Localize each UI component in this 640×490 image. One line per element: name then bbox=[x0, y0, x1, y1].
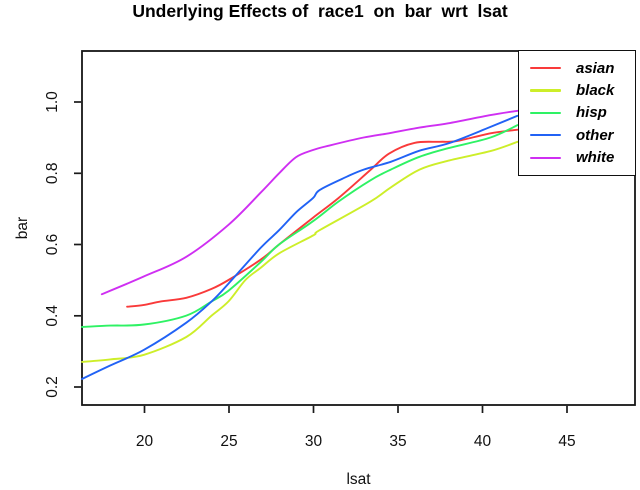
chart-title: Underlying Effects of race1 on bar wrt l… bbox=[132, 1, 508, 21]
x-tick-label: 25 bbox=[220, 433, 237, 450]
y-tick-label: 0.2 bbox=[44, 376, 61, 398]
legend-item-label: black bbox=[576, 82, 615, 100]
curve-asian bbox=[126, 128, 519, 308]
legend-line-swatch bbox=[530, 89, 561, 92]
curve-black bbox=[81, 140, 519, 363]
legend-item: hisp bbox=[519, 103, 635, 123]
curve-other bbox=[81, 114, 519, 380]
legend-item-label: other bbox=[576, 126, 614, 144]
curve-lines bbox=[81, 109, 519, 380]
legend-item-label: hisp bbox=[576, 104, 607, 122]
y-tick-label: 1.0 bbox=[44, 91, 61, 113]
y-tick-labels: 0.2 0.4 0.6 0.8 1.0 bbox=[44, 91, 61, 398]
x-axis-label: lsat bbox=[346, 471, 371, 488]
legend-line-swatch bbox=[530, 134, 561, 137]
legend-line-swatch bbox=[530, 111, 561, 115]
x-tick-labels: 20 25 30 35 40 45 bbox=[136, 433, 576, 450]
y-axis-ticks bbox=[74, 101, 82, 388]
legend-item: black bbox=[519, 81, 635, 101]
y-tick-label: 0.6 bbox=[44, 234, 61, 256]
legend-item: asian bbox=[519, 58, 635, 78]
legend-line-swatch bbox=[530, 156, 561, 159]
x-tick-label: 30 bbox=[305, 433, 323, 450]
curve-hisp bbox=[81, 124, 519, 328]
legend-item-label: asian bbox=[576, 59, 615, 77]
x-tick-label: 20 bbox=[136, 433, 154, 450]
x-tick-label: 45 bbox=[558, 433, 575, 450]
y-axis-label: bar bbox=[14, 217, 31, 239]
y-tick-label: 0.8 bbox=[44, 163, 61, 185]
x-tick-label: 35 bbox=[389, 433, 406, 450]
y-tick-label: 0.4 bbox=[44, 305, 61, 327]
legend-item-label: white bbox=[576, 149, 615, 167]
curve-white bbox=[100, 109, 519, 296]
x-tick-label: 40 bbox=[474, 433, 492, 450]
legend-item: other bbox=[519, 125, 635, 145]
legend-item: white bbox=[519, 148, 635, 168]
legend-line-swatch bbox=[530, 67, 561, 70]
legend: asian black hisp other white bbox=[518, 50, 636, 176]
x-axis-ticks bbox=[143, 405, 568, 413]
plot-border bbox=[81, 50, 636, 406]
